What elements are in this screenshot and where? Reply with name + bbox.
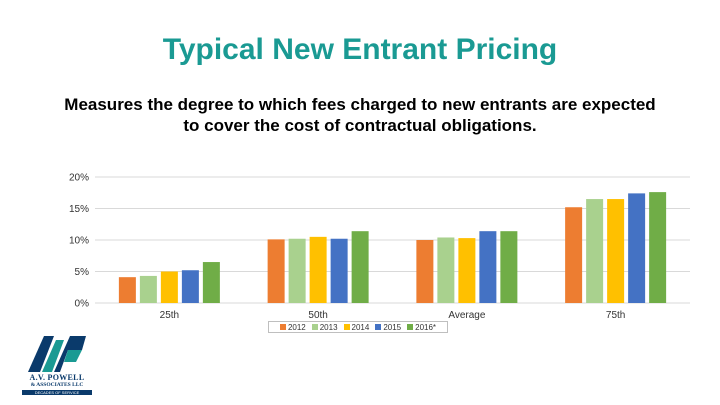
y-tick-label: 10% bbox=[69, 236, 89, 247]
bar bbox=[288, 238, 306, 303]
y-tick-label: 5% bbox=[75, 267, 90, 278]
bar bbox=[479, 231, 497, 303]
legend-label: 2016* bbox=[415, 322, 437, 332]
slide-subtitle: Measures the degree to which fees charge… bbox=[64, 95, 656, 135]
bar bbox=[649, 192, 667, 303]
bar bbox=[586, 199, 604, 303]
bar bbox=[565, 207, 583, 303]
bar bbox=[309, 236, 327, 303]
x-category-label: 50th bbox=[308, 310, 327, 321]
legend-label: 2012 bbox=[287, 322, 306, 332]
legend-swatch bbox=[311, 324, 318, 330]
y-tick-label: 15% bbox=[69, 204, 89, 215]
bar bbox=[160, 271, 178, 303]
x-category-label: Average bbox=[448, 310, 486, 321]
legend-swatch bbox=[343, 324, 350, 330]
bar bbox=[416, 240, 434, 303]
bar bbox=[607, 199, 625, 303]
bar bbox=[139, 275, 157, 303]
bar bbox=[202, 262, 220, 303]
bar bbox=[330, 238, 348, 303]
bar bbox=[458, 238, 476, 303]
x-category-label: 25th bbox=[160, 310, 179, 321]
chart-legend: 2012 2013 2014 2015 2016* bbox=[268, 321, 448, 333]
logo-name: A.V. POWELL bbox=[29, 373, 85, 382]
logo-line2: & ASSOCIATES LLC bbox=[30, 382, 84, 388]
legend-swatch bbox=[375, 324, 382, 330]
legend-label: 2013 bbox=[319, 322, 338, 332]
legend-item: 2012 bbox=[279, 322, 306, 332]
y-tick-label: 20% bbox=[69, 173, 89, 184]
bar bbox=[118, 277, 136, 303]
bar bbox=[181, 270, 199, 303]
bar bbox=[628, 193, 646, 303]
legend-item: 2013 bbox=[311, 322, 338, 332]
legend-label: 2015 bbox=[383, 322, 402, 332]
legend-item: 2016* bbox=[407, 323, 436, 332]
bar bbox=[351, 231, 369, 303]
legend-swatch bbox=[407, 324, 414, 330]
legend-item: 2014 bbox=[343, 322, 370, 332]
bar bbox=[267, 239, 285, 303]
av-powell-logo-icon bbox=[28, 336, 86, 372]
bar bbox=[437, 237, 455, 303]
legend-label: 2014 bbox=[351, 322, 370, 332]
y-tick-label: 0% bbox=[75, 299, 90, 310]
x-category-label: 75th bbox=[606, 310, 625, 321]
logo-tagline: DECADES OF SERVICE bbox=[22, 390, 92, 395]
bar-chart: 0% 5% 10% 15% 20% 25th 50th Average 75th bbox=[69, 173, 690, 321]
legend-swatch bbox=[279, 324, 286, 330]
bar bbox=[500, 231, 518, 303]
slide-title: Typical New Entrant Pricing bbox=[162, 33, 558, 66]
legend-item: 2015 bbox=[375, 323, 401, 332]
